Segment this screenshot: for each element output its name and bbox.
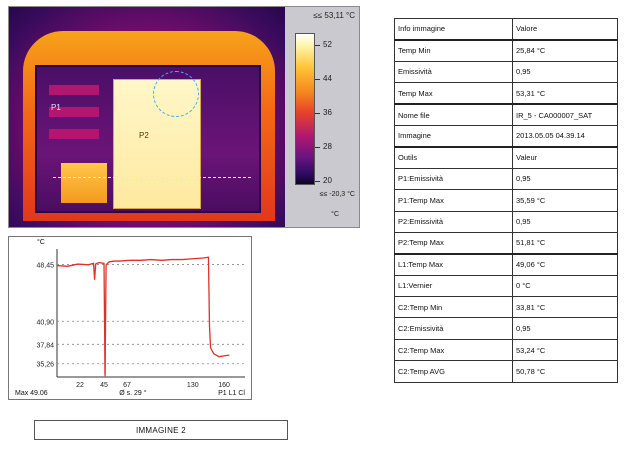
- chart-y-tick-label: 48,45: [36, 262, 54, 269]
- table-cell-value: Valore: [512, 17, 618, 41]
- table-cell-value: 50,78 °C: [512, 360, 618, 383]
- measure-ellipse-c2: [153, 71, 199, 117]
- table-cell-key: P2:Temp Max: [394, 231, 513, 255]
- table-cell-value: 0,95: [512, 317, 618, 340]
- scale-tick-label: 52: [323, 40, 332, 49]
- table-row: Immagine 2013.05.05 04.39.14: [394, 124, 618, 148]
- scale-tick-label: 44: [323, 74, 332, 83]
- scale-max-label: ≤≤ 53,11 °C: [313, 11, 355, 20]
- table-cell-key: C2:Temp AVG: [394, 360, 513, 383]
- scale-tick-label: 28: [323, 142, 332, 151]
- chart-footer-marker: Ø s. 29 °: [119, 390, 147, 397]
- table-cell-value: 33,81 °C: [512, 296, 618, 319]
- table-row: P2:Emissività 0,95: [394, 210, 618, 233]
- table-cell-key: P1:Emissività: [394, 167, 513, 191]
- table-cell-key: P1:Temp Max: [394, 189, 513, 212]
- scale-tick-label: 36: [323, 108, 332, 117]
- table-row: C2:Emissività 0,95: [394, 317, 618, 340]
- chart-x-tick-label: 45: [100, 382, 108, 389]
- thermal-bar: [49, 85, 99, 95]
- profile-chart: °C 48,45 40,90 37,84 35,26 22 45 67 130 160 Max …: [8, 236, 252, 400]
- table-cell-key: Emissività: [394, 60, 513, 84]
- table-row: P1:Temp Max 35,59 °C: [394, 189, 618, 212]
- table-cell-key: Outils: [394, 145, 513, 169]
- scale-tick: [315, 45, 320, 46]
- table-row: Nome file IR_5 - CA000007_SAT: [394, 103, 618, 126]
- table-cell-key: Immagine: [394, 124, 513, 148]
- scale-unit: °C: [331, 211, 339, 218]
- thermal-bar: [49, 107, 99, 117]
- marker-p2: P2: [139, 131, 149, 140]
- chart-svg: 48,45 40,90 37,84 35,26 22 45 67 130 160: [36, 249, 245, 389]
- table-cell-value: 51,81 °C: [512, 231, 618, 255]
- chart-x-tick-label: 22: [76, 382, 84, 389]
- table-cell-key: Nome file: [394, 103, 513, 126]
- table-cell-key: P2:Emissività: [394, 210, 513, 233]
- scale-tick: [315, 113, 320, 114]
- chart-series-line: [56, 256, 230, 374]
- table-row: P1:Emissività 0,95: [394, 167, 618, 191]
- info-table: Info immagine Valore Temp Min 25,84 °C Emiss…: [394, 17, 618, 383]
- table-row: Outils Valeur: [394, 145, 618, 169]
- table-cell-value: IR_5 - CA000007_SAT: [512, 103, 618, 126]
- table-cell-value: 0,95: [512, 210, 618, 233]
- table-cell-key: Temp Min: [394, 38, 513, 62]
- table-cell-value: 35,59 °C: [512, 189, 618, 212]
- table-cell-value: 53,31 °C: [512, 82, 618, 105]
- chart-footer-tools: P1 L1 Cl: [218, 390, 245, 397]
- chart-footer: Max 49.06 Ø s. 29 ° P1 L1 Cl: [9, 390, 251, 397]
- table-cell-value: 0,95: [512, 60, 618, 84]
- chart-x-tick-label: 67: [123, 382, 131, 389]
- table-cell-value: 25,84 °C: [512, 38, 618, 62]
- table-cell-value: Valeur: [512, 145, 618, 169]
- table-cell-key: C2:Emissività: [394, 317, 513, 340]
- chart-footer-max: Max 49.06: [15, 390, 48, 397]
- thermal-image: P1 P2: [9, 7, 285, 227]
- table-row: Info immagine Valore: [394, 17, 618, 41]
- color-scale-bar: [295, 33, 315, 185]
- table-cell-key: Temp Max: [394, 82, 513, 105]
- table-cell-key: C2:Temp Max: [394, 338, 513, 362]
- table-row: C2:Temp Min 33,81 °C: [394, 296, 618, 319]
- table-cell-value: 53,24 °C: [512, 338, 618, 362]
- table-cell-key: C2:Temp Min: [394, 296, 513, 319]
- chart-y-tick-label: 37,84: [36, 342, 54, 349]
- thermal-image-panel: P1 P2 ≤≤ 53,11 °C 52 44 36 28 20 ≤≤ -20,3 °C…: [8, 6, 360, 228]
- table-cell-value: 0,95: [512, 167, 618, 191]
- table-cell-key: Info immagine: [394, 17, 513, 41]
- chart-x-tick-label: 160: [218, 382, 230, 389]
- scale-min-label: ≤≤ -20,3 °C: [319, 191, 355, 198]
- chart-y-unit: °C: [37, 239, 45, 246]
- thermal-bar: [49, 129, 99, 139]
- thermal-hot-box: [61, 163, 107, 203]
- scale-tick: [315, 181, 320, 182]
- table-row: Temp Min 25,84 °C: [394, 38, 618, 62]
- chart-y-tick-label: 35,26: [36, 362, 54, 369]
- table-row: C2:Temp Max 53,24 °C: [394, 338, 618, 362]
- table-row: C2:Temp AVG 50,78 °C: [394, 360, 618, 383]
- scale-tick: [315, 147, 320, 148]
- table-row: Emissività 0,95: [394, 60, 618, 84]
- table-row: Temp Max 53,31 °C: [394, 82, 618, 105]
- table-cell-key: L1:Temp Max: [394, 252, 513, 276]
- measure-line-l1: [53, 177, 251, 178]
- table-cell-value: 49,06 °C: [512, 252, 618, 276]
- image-caption: IMMAGINE 2: [34, 420, 288, 440]
- table-row: L1:Vernier 0 °C: [394, 274, 618, 298]
- table-cell-value: 0 °C: [512, 274, 618, 298]
- marker-p1: P1: [51, 103, 61, 112]
- table-row: L1:Temp Max 49,06 °C: [394, 252, 618, 276]
- scale-tick: [315, 79, 320, 80]
- table-cell-key: L1:Vernier: [394, 274, 513, 298]
- chart-y-tick-label: 40,90: [36, 319, 54, 326]
- table-cell-value: 2013.05.05 04.39.14: [512, 124, 618, 148]
- chart-x-tick-label: 130: [187, 382, 199, 389]
- table-row: P2:Temp Max 51,81 °C: [394, 231, 618, 255]
- scale-tick-label: 20: [323, 176, 332, 185]
